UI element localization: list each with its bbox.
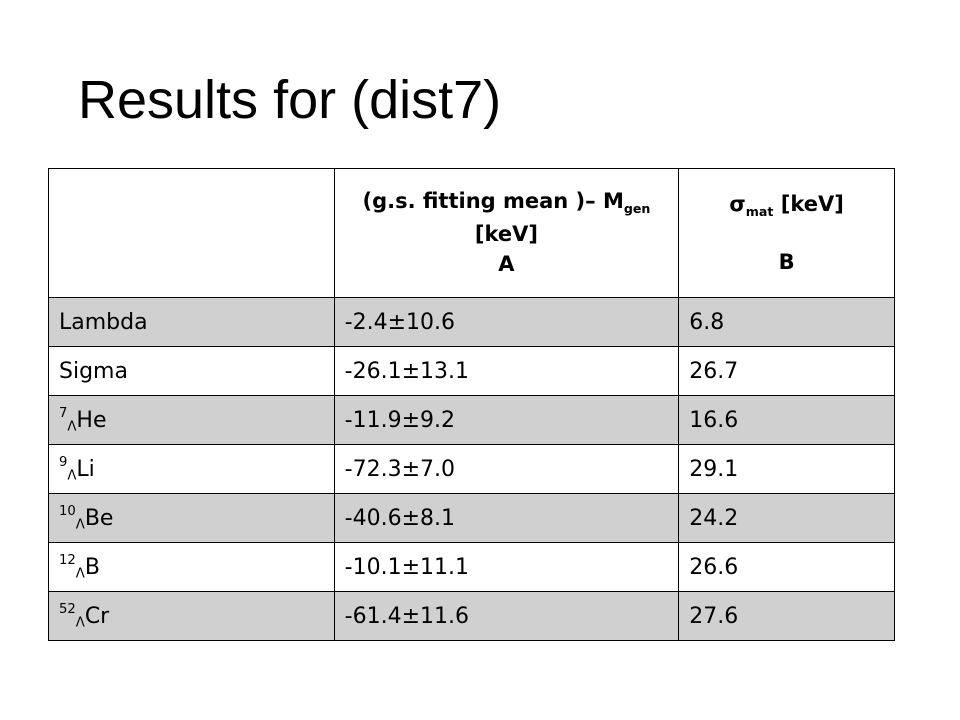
header-col-b-letter: B xyxy=(778,250,795,274)
hypernucleus-label: 9ΛLi xyxy=(59,454,95,483)
header-col-a-line1: (g.s. fitting mean )– Mgen xyxy=(362,189,651,217)
hypernucleus-label: 7ΛHe xyxy=(59,405,107,434)
value-a: -61.4±11.6 xyxy=(333,591,680,641)
hypernucleus-label: 12ΛB xyxy=(59,552,100,581)
value-a: -72.3±7.0 xyxy=(333,444,680,494)
table-row: 52ΛCr -61.4±11.6 27.6 xyxy=(48,591,895,641)
value-a: -26.1±13.1 xyxy=(333,346,680,396)
header-empty-cell xyxy=(48,168,335,298)
value-b: 26.7 xyxy=(678,346,895,396)
value-a: -11.9±9.2 xyxy=(333,395,680,445)
row-label: 12ΛB xyxy=(48,542,335,592)
header-col-a-unit: [keV] xyxy=(474,221,538,246)
value-b: 29.1 xyxy=(678,444,895,494)
results-table: (g.s. fitting mean )– Mgen [keV] A σmat … xyxy=(48,168,895,641)
row-label: 52ΛCr xyxy=(48,591,335,641)
header-col-b-label: σmat [keV] xyxy=(729,191,844,219)
table-row: 9ΛLi -72.3±7.0 29.1 xyxy=(48,444,895,494)
value-a: -40.6±8.1 xyxy=(333,493,680,543)
hypernucleus-label: 52ΛCr xyxy=(59,601,110,630)
table-header-row: (g.s. fitting mean )– Mgen [keV] A σmat … xyxy=(48,168,895,298)
row-label: 10ΛBe xyxy=(48,493,335,543)
value-b: 26.6 xyxy=(678,542,895,592)
table-row: 12ΛB -10.1±11.1 26.6 xyxy=(48,542,895,592)
header-col-a-letter: A xyxy=(498,252,515,277)
value-b: 16.6 xyxy=(678,395,895,445)
header-col-a: (g.s. fitting mean )– Mgen [keV] A xyxy=(333,168,680,298)
value-b: 27.6 xyxy=(678,591,895,641)
value-a: -2.4±10.6 xyxy=(333,297,680,347)
row-label: 7ΛHe xyxy=(48,395,335,445)
row-label: Sigma xyxy=(48,346,335,396)
header-col-b: σmat [keV] B xyxy=(678,168,895,298)
value-b: 24.2 xyxy=(678,493,895,543)
table-row: 7ΛHe -11.9±9.2 16.6 xyxy=(48,395,895,445)
row-label: Lambda xyxy=(48,297,335,347)
row-label: 9ΛLi xyxy=(48,444,335,494)
slide-title: Results for (dist7) xyxy=(78,70,502,130)
value-a: -10.1±11.1 xyxy=(333,542,680,592)
table-row: Lambda -2.4±10.6 6.8 xyxy=(48,297,895,347)
table-row: 10ΛBe -40.6±8.1 24.2 xyxy=(48,493,895,543)
table-row: Sigma -26.1±13.1 26.7 xyxy=(48,346,895,396)
value-b: 6.8 xyxy=(678,297,895,347)
hypernucleus-label: 10ΛBe xyxy=(59,503,114,532)
